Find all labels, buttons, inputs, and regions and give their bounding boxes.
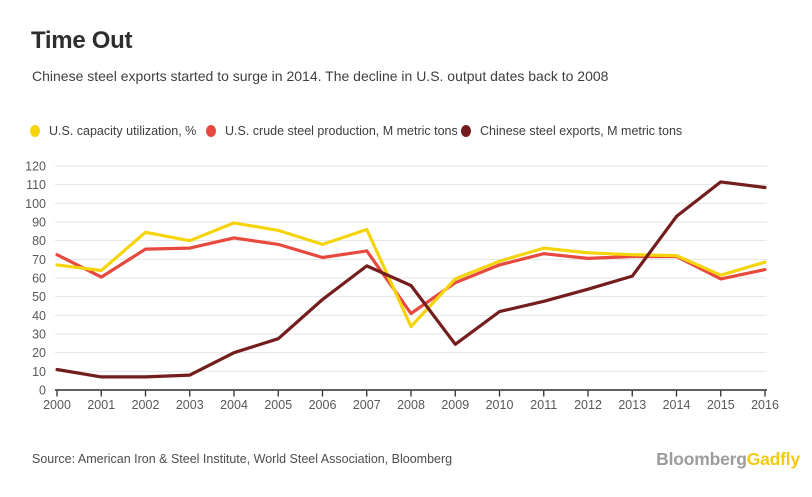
y-axis-tick-label: 100 xyxy=(25,197,46,211)
x-axis-tick-label: 2010 xyxy=(486,398,514,412)
x-axis-tick-label: 2016 xyxy=(751,398,779,412)
y-axis-tick-label: 40 xyxy=(32,309,46,323)
legend-item: U.S. capacity utilization, % xyxy=(30,124,196,138)
y-axis-tick-label: 80 xyxy=(32,234,46,248)
logo-gadfly: Gadfly xyxy=(746,449,800,469)
x-axis-tick-label: 2001 xyxy=(87,398,115,412)
series-line-1 xyxy=(55,236,767,316)
legend-dot-icon xyxy=(206,125,216,137)
legend-dot-icon xyxy=(461,125,471,137)
x-axis-tick-label: 2000 xyxy=(43,398,71,412)
x-axis-tick-label: 2003 xyxy=(176,398,204,412)
legend-label: U.S. crude steel production, M metric to… xyxy=(225,124,458,138)
y-axis-tick-label: 0 xyxy=(39,384,46,398)
page-title: Time Out xyxy=(31,27,133,54)
chart-legend: U.S. capacity utilization, % U.S. crude s… xyxy=(0,124,812,140)
legend-item: Chinese steel exports, M metric tons xyxy=(461,124,682,138)
y-axis-tick-label: 110 xyxy=(26,178,46,192)
y-axis-tick-label: 70 xyxy=(32,253,46,267)
y-axis-tick-label: 120 xyxy=(25,160,46,174)
legend-dot-icon xyxy=(30,125,40,137)
y-axis-tick-label: 10 xyxy=(32,365,46,379)
x-axis-tick-label: 2014 xyxy=(663,398,691,412)
x-axis-tick-label: 2002 xyxy=(132,398,160,412)
y-axis-tick-label: 60 xyxy=(32,272,46,286)
y-axis-tick-label: 30 xyxy=(32,328,46,342)
x-axis-tick-label: 2015 xyxy=(707,398,735,412)
chart-subtitle: Chinese steel exports started to surge i… xyxy=(32,68,609,84)
x-axis-tick-label: 2006 xyxy=(309,398,337,412)
x-axis-tick-label: 2009 xyxy=(441,398,469,412)
y-axis-tick-label: 50 xyxy=(32,290,46,304)
logo-bloomberg: Bloomberg xyxy=(656,449,747,469)
x-axis-tick-label: 2005 xyxy=(264,398,292,412)
source-note: Source: American Iron & Steel Institute,… xyxy=(32,452,453,466)
series-line-2 xyxy=(55,180,767,379)
x-axis-tick-label: 2011 xyxy=(530,398,557,412)
x-axis-tick-label: 2004 xyxy=(220,398,248,412)
y-axis-tick-label: 20 xyxy=(32,346,46,360)
legend-label: U.S. capacity utilization, % xyxy=(49,124,197,138)
legend-item: U.S. crude steel production, M metric to… xyxy=(206,124,458,138)
y-axis-tick-label: 90 xyxy=(32,216,46,230)
x-axis-tick-label: 2012 xyxy=(574,398,602,412)
legend-label: Chinese steel exports, M metric tons xyxy=(480,124,683,138)
bloomberg-gadfly-logo: BloombergGadfly xyxy=(656,449,800,470)
x-axis-tick-label: 2008 xyxy=(397,398,425,412)
x-axis-tick-label: 2013 xyxy=(618,398,646,412)
x-axis-tick-label: 2007 xyxy=(353,398,381,412)
